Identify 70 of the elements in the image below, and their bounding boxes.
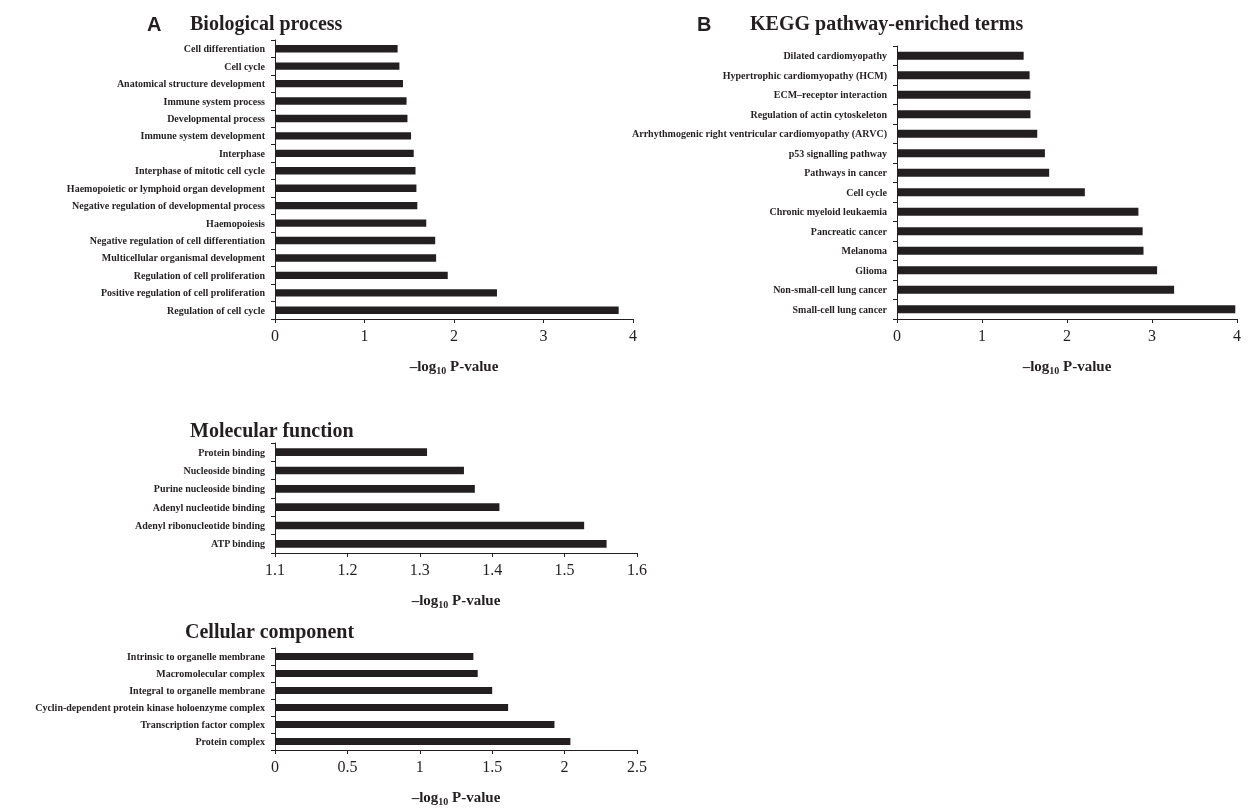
x-tick-label: 0: [893, 326, 901, 344]
y-tick-label: Multicellular organismal development: [101, 252, 266, 264]
y-tick-label: Chronic myeloid leukaemia: [769, 206, 887, 218]
y-tick-label: Regulation of cell proliferation: [133, 269, 266, 281]
x-tick-label: 3: [1148, 326, 1156, 344]
y-tick-label: Cell cycle: [846, 186, 888, 198]
y-tick-label: Developmental process: [167, 112, 266, 124]
x-tick-label: 1.2: [337, 560, 358, 578]
y-tick-label: Immune system process: [163, 95, 266, 107]
y-tick-label: Haemopoiesis: [206, 217, 266, 229]
y-tick-label: Regulation of actin cytoskeleton: [750, 108, 888, 120]
x-tick-label: 1: [978, 326, 986, 344]
y-tick-label: Protein complex: [195, 736, 265, 747]
y-tick-label: ATP binding: [210, 538, 265, 550]
chart-title: Cellular component: [185, 620, 355, 643]
y-tick-label: Transcription factor complex: [140, 719, 265, 730]
x-tick-label: 1: [360, 326, 369, 344]
x-tick-label: 1.4: [482, 560, 503, 578]
x-tick-label: 2.5: [627, 757, 647, 775]
y-tick-label: Pancreatic cancer: [810, 225, 888, 237]
y-tick-label: Non-small-cell lung cancer: [773, 284, 888, 296]
y-tick-label: Negative regulation of developmental process: [72, 200, 266, 212]
y-tick-label: Cell differentiation: [183, 43, 266, 55]
x-tick-label: 1.6: [627, 560, 647, 578]
y-tick-label: Adenyl nucleotide binding: [152, 501, 265, 513]
y-tick-label: Purine nucleoside binding: [153, 483, 265, 495]
y-tick-label: Interphase: [218, 147, 266, 159]
y-tick-label: Interphase of mitotic cell cycle: [135, 165, 266, 177]
x-tick-label: 2: [560, 757, 569, 775]
y-tick-label: Immune system development: [140, 130, 266, 142]
y-tick-label: Melanoma: [841, 245, 887, 257]
x-tick-label: 2: [450, 326, 458, 344]
x-tick-label: 1.1: [265, 560, 285, 578]
y-tick-label: Intrinsic to organelle membrane: [126, 651, 266, 662]
y-tick-label: Regulation of cell cycle: [166, 304, 266, 316]
x-tick-label: 0.5: [337, 757, 358, 775]
y-tick-label: p53 signalling pathway: [788, 147, 887, 159]
x-tick-label: 1: [415, 757, 424, 775]
text: B: [697, 13, 712, 35]
x-tick-label: 1.5: [554, 560, 575, 578]
y-tick-label: Dilated cardiomyopathy: [783, 50, 887, 62]
x-tick-label: 4: [629, 326, 637, 344]
x-tick-label: 0: [271, 757, 279, 775]
y-tick-label: Protein binding: [198, 446, 265, 458]
y-tick-label: Nucleoside binding: [183, 465, 265, 476]
y-tick-label: ECM–receptor interaction: [773, 89, 888, 101]
y-tick-label: Pathways in cancer: [804, 167, 888, 179]
chart-title: Molecular function: [190, 419, 354, 441]
x-tick-label: 0: [271, 326, 279, 344]
x-tick-label: 1.3: [409, 560, 430, 578]
y-tick-label: Small-cell lung cancer: [792, 303, 888, 315]
x-tick-label: 2: [1063, 326, 1071, 344]
y-tick-label: Anatomical structure development: [116, 78, 266, 90]
x-tick-label: 1.5: [482, 757, 503, 775]
y-tick-label: Negative regulation of cell differentiation: [89, 235, 266, 247]
y-tick-label: Adenyl ribonucleotide binding: [134, 520, 265, 531]
y-tick-label: Glioma: [855, 264, 887, 276]
y-tick-label: Integral to organelle membrane: [129, 685, 266, 696]
y-tick-label: Cell cycle: [224, 60, 266, 72]
y-tick-label: Hypertrophic cardiomyopathy (HCM): [722, 69, 887, 82]
y-tick-label: Positive regulation of cell proliferation: [100, 287, 266, 299]
x-tick-label: 4: [1233, 326, 1241, 344]
y-tick-label: Cyclin-dependent protein kinase holoenzyme complex: [35, 702, 265, 713]
x-tick-label: 3: [539, 326, 548, 344]
chart-title: KEGG pathway-enriched terms: [750, 12, 1024, 35]
text: A: [147, 13, 162, 35]
y-tick-label: Arrhythmogenic right ventricular cardiomyopathy (ARVC): [632, 128, 887, 141]
y-tick-label: Macromolecular complex: [156, 668, 265, 679]
y-tick-label: Haemopoietic or lymphoid organ development: [66, 182, 266, 194]
chart-title: Biological process: [190, 12, 343, 35]
